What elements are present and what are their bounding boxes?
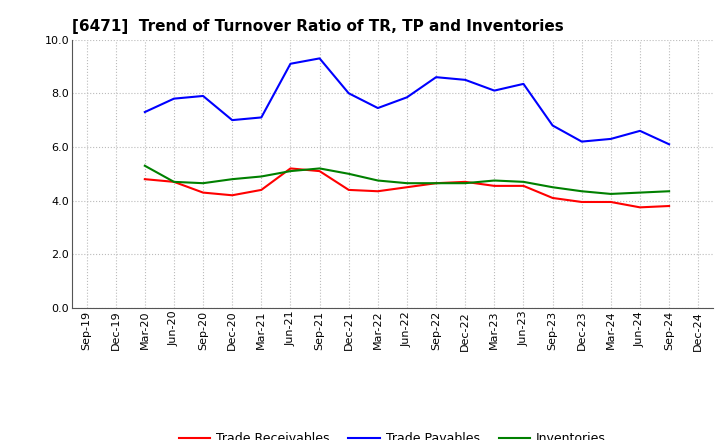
Text: [6471]  Trend of Turnover Ratio of TR, TP and Inventories: [6471] Trend of Turnover Ratio of TR, TP… (72, 19, 564, 34)
Trade Receivables (519, 183, 528, 188)
Inventories (402, 180, 411, 186)
Trade Payables (665, 142, 673, 147)
Trade Receivables (228, 193, 236, 198)
Inventories (228, 176, 236, 182)
Inventories (665, 189, 673, 194)
Trade Receivables (461, 179, 469, 184)
Trade Payables (170, 96, 179, 101)
Line: Inventories: Inventories (145, 166, 669, 194)
Trade Payables (315, 56, 324, 61)
Trade Payables (199, 93, 207, 99)
Inventories (432, 180, 441, 186)
Trade Payables (140, 110, 149, 115)
Trade Payables (402, 95, 411, 100)
Inventories (606, 191, 615, 197)
Trade Receivables (315, 169, 324, 174)
Trade Receivables (374, 189, 382, 194)
Trade Payables (461, 77, 469, 82)
Inventories (286, 169, 294, 174)
Trade Receivables (606, 199, 615, 205)
Trade Receivables (286, 166, 294, 171)
Inventories (344, 171, 353, 176)
Trade Receivables (344, 187, 353, 193)
Trade Payables (432, 74, 441, 80)
Trade Receivables (170, 179, 179, 184)
Trade Receivables (548, 195, 557, 201)
Inventories (577, 189, 586, 194)
Trade Payables (548, 123, 557, 128)
Trade Receivables (490, 183, 499, 188)
Inventories (519, 179, 528, 184)
Inventories (461, 180, 469, 186)
Inventories (490, 178, 499, 183)
Trade Receivables (199, 190, 207, 195)
Trade Payables (344, 91, 353, 96)
Inventories (170, 179, 179, 184)
Trade Receivables (577, 199, 586, 205)
Trade Payables (257, 115, 266, 120)
Trade Payables (636, 128, 644, 133)
Line: Trade Receivables: Trade Receivables (145, 169, 669, 207)
Trade Payables (519, 81, 528, 87)
Trade Receivables (432, 180, 441, 186)
Trade Receivables (257, 187, 266, 193)
Trade Receivables (402, 185, 411, 190)
Trade Receivables (636, 205, 644, 210)
Inventories (548, 185, 557, 190)
Trade Payables (606, 136, 615, 142)
Trade Payables (374, 106, 382, 111)
Inventories (199, 180, 207, 186)
Inventories (636, 190, 644, 195)
Trade Payables (228, 117, 236, 123)
Inventories (315, 166, 324, 171)
Trade Payables (286, 61, 294, 66)
Inventories (257, 174, 266, 179)
Line: Trade Payables: Trade Payables (145, 59, 669, 144)
Inventories (374, 178, 382, 183)
Trade Receivables (140, 176, 149, 182)
Trade Payables (490, 88, 499, 93)
Trade Payables (577, 139, 586, 144)
Legend: Trade Receivables, Trade Payables, Inventories: Trade Receivables, Trade Payables, Inven… (174, 427, 611, 440)
Inventories (140, 163, 149, 169)
Trade Receivables (665, 203, 673, 209)
